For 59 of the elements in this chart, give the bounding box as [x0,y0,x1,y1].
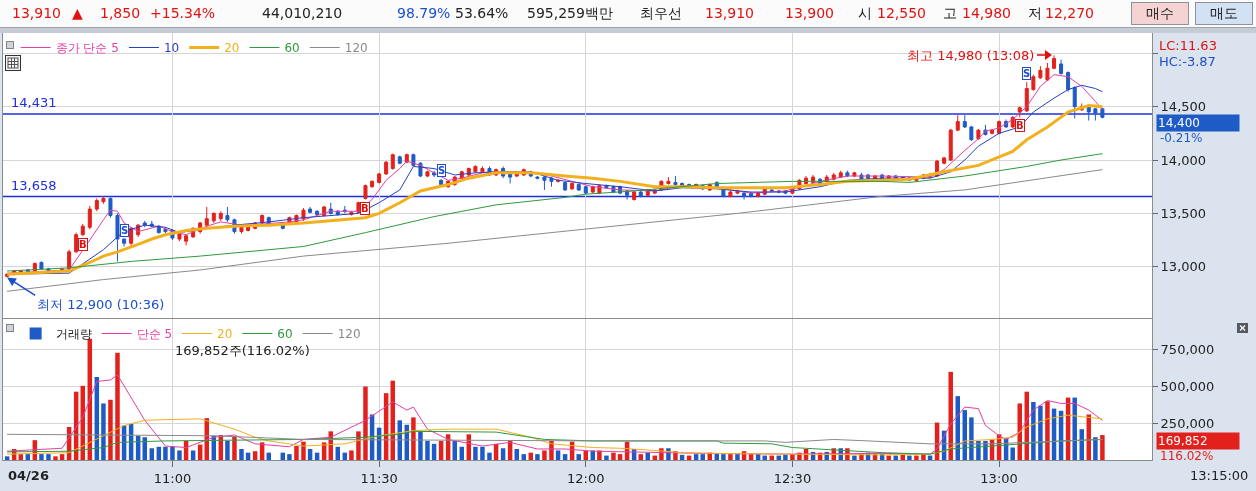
legend-label: 60 [277,327,293,342]
legend-label: 거래량 [55,327,92,342]
text: 13:15:00 [1190,468,1249,483]
text: 12,270 [1045,5,1094,21]
y-tick-label: 500,000 [1160,379,1215,395]
text: +15.34% [150,5,216,21]
legend-label: 20 [224,41,240,56]
annotation: B [79,239,87,250]
annotation: S [438,165,446,176]
x-tick-label: 12:30 [773,470,812,486]
text: LC:11.63 [1159,38,1217,53]
text: 98.79% [397,5,451,21]
text: 매수 [1131,2,1189,25]
annotation: B [1016,120,1024,131]
annotation: 최저 12,900 (10:36) [37,297,165,312]
text: 14,400 [1158,116,1200,130]
y-tick-label: 14,000 [1160,152,1207,168]
text: ▲ [72,5,83,21]
text: 저 [1028,5,1042,23]
text: 53.64% [455,5,509,21]
text: 595,259백만 [527,5,613,23]
text: 14,980 [962,5,1011,21]
x-tick-label: 11:30 [360,470,398,486]
text: 13,910 [705,5,754,21]
text: 최우선 [640,5,682,23]
text: 매도 [1195,2,1253,25]
ref-line-label: 13,658 [11,178,57,193]
y-tick-label: 13,000 [1160,259,1207,275]
text: 12,550 [877,5,926,21]
text: 13,910 [12,5,61,21]
legend-label: 120 [337,327,361,342]
text: 04/26 [8,468,49,483]
legend-label: 60 [284,41,300,56]
ref-line-label: 14,431 [11,95,57,110]
text: -0.21% [1160,131,1203,145]
text: 고 [943,5,957,23]
text: 13,900 [785,5,834,21]
x-tick-label: 12:00 [567,470,605,486]
y-tick-label: 14,500 [1160,99,1207,115]
y-tick-label: 750,000 [1160,342,1215,358]
legend-label: 120 [344,41,368,56]
annotation: 최고 14,980 (13:08) [907,48,1035,63]
legend-label: 종가 단순 5 [55,41,119,56]
annotation: 169,852주(116.02%) [175,343,310,358]
y-tick-label: 250,000 [1160,415,1215,431]
text: 시 [858,5,872,23]
x-tick-label: 11:00 [153,470,192,486]
text: 116.02% [1160,449,1214,463]
text: 1,850 [100,5,141,21]
annotation: B [361,203,369,214]
legend-label: 단순 5 [136,327,173,342]
text: 44,010,210 [262,5,343,21]
legend-label: 20 [217,327,233,342]
legend-label: 10 [163,41,180,56]
x-tick-label: 13:00 [980,470,1018,486]
text: 169,852 [1158,434,1208,448]
text: HC:-3.87 [1159,54,1216,69]
y-tick-label: 13,500 [1160,205,1207,221]
annotation: S [1023,68,1031,79]
